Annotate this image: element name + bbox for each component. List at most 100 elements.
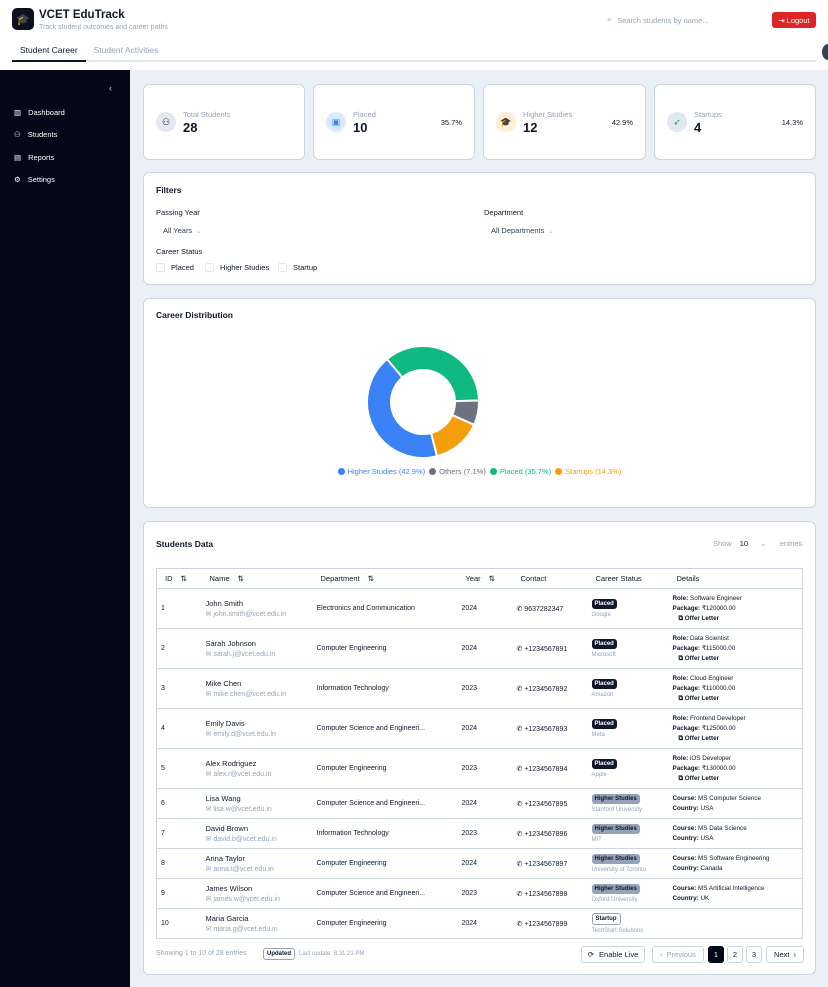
year: 2024 bbox=[461, 800, 478, 807]
checkbox[interactable] bbox=[205, 263, 214, 272]
cell-details: Course: MS Data Science Country: USA bbox=[668, 818, 803, 849]
department-select[interactable]: All Departments ⌄ bbox=[485, 222, 559, 239]
checkbox-higher-studies[interactable]: Higher Studies bbox=[205, 263, 269, 272]
tab-student-career[interactable]: Student Career bbox=[12, 40, 86, 62]
cell-status: Startup TechStart Solutions bbox=[587, 908, 669, 939]
column-header-id[interactable]: ID ⇅ bbox=[156, 568, 202, 589]
donut-slice-placed[interactable] bbox=[385, 345, 481, 403]
stat-higher-studies: 🎓 Higher Studies 12 42.9% bbox=[483, 84, 646, 160]
column-header-department[interactable]: Department ⇅ bbox=[312, 568, 458, 589]
search-placeholder: Search students by name... bbox=[617, 15, 709, 25]
offer-letter-link[interactable]: ⧉ Offer Letter bbox=[673, 694, 803, 704]
donut-slice-startups[interactable] bbox=[429, 413, 476, 458]
legend-label: Placed (35.7%) bbox=[499, 467, 552, 476]
legend-item[interactable]: Startups (14.3%) bbox=[555, 467, 621, 476]
checkbox[interactable] bbox=[156, 263, 165, 272]
offer-letter-link[interactable]: ⧉ Offer Letter bbox=[673, 734, 803, 744]
chevron-right-icon: › bbox=[793, 950, 796, 959]
legend-item[interactable]: Placed (35.7%) bbox=[489, 467, 552, 476]
mail-icon: ✉ bbox=[205, 836, 214, 843]
logout-button[interactable]: ⇥ Logout bbox=[772, 12, 816, 28]
cell-contact: ✆ +1234567895 bbox=[512, 788, 588, 819]
select-value: All Years bbox=[163, 226, 193, 235]
cell-contact: ✆ +1234567897 bbox=[512, 848, 588, 879]
status-badge: Startup bbox=[591, 913, 621, 925]
cell-name: David Brown ✉ david.b@vcet.edu.in bbox=[201, 818, 313, 849]
cell-details: Role: Software Engineer Package: ₹120000.… bbox=[668, 588, 803, 629]
role-label: Role: bbox=[672, 714, 690, 722]
department: Computer Engineering bbox=[316, 645, 387, 652]
cell-id: 8 bbox=[156, 848, 202, 879]
page-1-button[interactable]: 1 bbox=[708, 946, 724, 963]
year: 2024 bbox=[461, 725, 478, 732]
sort-icon[interactable]: ⇅ bbox=[235, 574, 244, 583]
passing-year-select[interactable]: All Years ⌄ bbox=[157, 222, 207, 239]
cell-id: 6 bbox=[156, 788, 202, 819]
legend-item[interactable]: Higher Studies (42.9%) bbox=[337, 467, 425, 476]
tab-student-activities[interactable]: Student Activities bbox=[93, 45, 159, 55]
table-row: 5 Alex Rodriguez ✉ alex.r@vcet.edu.in Compu… bbox=[156, 748, 803, 789]
checkbox[interactable] bbox=[278, 263, 287, 272]
offer-letter-link[interactable]: ⧉ Offer Letter bbox=[673, 774, 803, 784]
show-label: Show bbox=[713, 539, 732, 548]
app-subtitle: Track student outcomes and career paths bbox=[39, 24, 168, 31]
external-link-icon: ⧉ bbox=[678, 694, 685, 702]
sidebar-item-settings[interactable]: ⚙ Settings bbox=[14, 175, 55, 184]
checkbox-label: Higher Studies bbox=[220, 263, 270, 272]
package-value: ₹120000.00 bbox=[701, 604, 736, 612]
legend-item[interactable]: Others (7.1%) bbox=[429, 467, 486, 476]
entries-label: entries bbox=[779, 539, 803, 548]
gear-icon: ⚙ bbox=[14, 175, 21, 184]
donut-slice-higher-studies[interactable] bbox=[366, 357, 439, 459]
page-2-button[interactable]: 2 bbox=[727, 946, 743, 963]
cell-status: Placed Google bbox=[587, 588, 669, 629]
department-label: Department bbox=[484, 208, 524, 217]
stat-label: Placed bbox=[353, 110, 376, 119]
package-label: Package: bbox=[672, 604, 702, 612]
search-input[interactable]: ⌕ Search students by name... bbox=[600, 11, 766, 29]
sort-icon[interactable]: ⇅ bbox=[486, 574, 496, 583]
student-email: ✉ maria.g@vcet.edu.in bbox=[206, 925, 313, 933]
column-header-year[interactable]: Year ⇅ bbox=[457, 568, 513, 589]
course-label: Course: bbox=[672, 794, 699, 802]
next-button[interactable]: Next › bbox=[766, 946, 804, 963]
enable-live-button[interactable]: ⟳ Enable Live bbox=[581, 946, 645, 963]
cell-name: Lisa Wang ✉ lisa.w@vcet.edu.in bbox=[201, 788, 313, 819]
department: Computer Engineering bbox=[316, 860, 387, 867]
logout-label: Logout bbox=[786, 15, 810, 25]
role-label: Role: bbox=[672, 594, 690, 602]
cell-contact: ✆ +1234567898 bbox=[512, 878, 588, 909]
filters-title: Filters bbox=[156, 185, 182, 195]
phone: +1234567892 bbox=[524, 685, 568, 693]
cell-year: 2024 bbox=[457, 848, 513, 879]
student-name: Alex Rodriguez bbox=[205, 759, 257, 768]
checkbox-startup[interactable]: Startup bbox=[278, 263, 317, 272]
student-id: 9 bbox=[161, 890, 165, 897]
sort-icon[interactable]: ⇅ bbox=[178, 574, 187, 583]
sidebar-item-dashboard[interactable]: ▥ Dashboard bbox=[14, 108, 65, 117]
offer-letter-link[interactable]: ⧉ Offer Letter bbox=[673, 614, 803, 624]
checkbox-placed[interactable]: Placed bbox=[156, 263, 194, 272]
floating-button[interactable] bbox=[822, 44, 828, 60]
chart-title: Career Distribution bbox=[156, 310, 233, 320]
page-3-button[interactable]: 3 bbox=[746, 946, 762, 963]
chevron-down-icon: ⌄ bbox=[548, 229, 554, 235]
status-badge: Placed bbox=[591, 599, 617, 609]
collapse-sidebar-icon[interactable]: ‹ bbox=[109, 83, 112, 93]
table-row: 2 Sarah Johnson ✉ sarah.j@vcet.edu.in Compu… bbox=[156, 628, 803, 669]
cell-name: Anna Taylor ✉ anna.t@vcet.edu.in bbox=[201, 848, 313, 879]
year: 2024 bbox=[461, 920, 478, 927]
column-header-name[interactable]: Name ⇅ bbox=[201, 568, 313, 589]
previous-button[interactable]: ‹ Previous bbox=[652, 946, 704, 963]
student-email: ✉ sarah.j@vcet.edu.in bbox=[206, 650, 313, 658]
sidebar-item-students[interactable]: ⚇ Students bbox=[14, 130, 57, 139]
sidebar-item-reports[interactable]: ▤ Reports bbox=[14, 153, 54, 162]
cell-id: 2 bbox=[156, 628, 202, 669]
phone-icon: ✆ bbox=[516, 920, 525, 928]
cell-status: Higher Studies University of Toronto bbox=[587, 848, 669, 879]
organization: Stanford University bbox=[591, 807, 643, 813]
entries-select[interactable]: 10 ⌄ bbox=[740, 539, 772, 548]
table-row: 7 David Brown ✉ david.b@vcet.edu.in Informa… bbox=[156, 818, 803, 849]
offer-letter-link[interactable]: ⧉ Offer Letter bbox=[673, 654, 803, 664]
sort-icon[interactable]: ⇅ bbox=[365, 574, 375, 583]
